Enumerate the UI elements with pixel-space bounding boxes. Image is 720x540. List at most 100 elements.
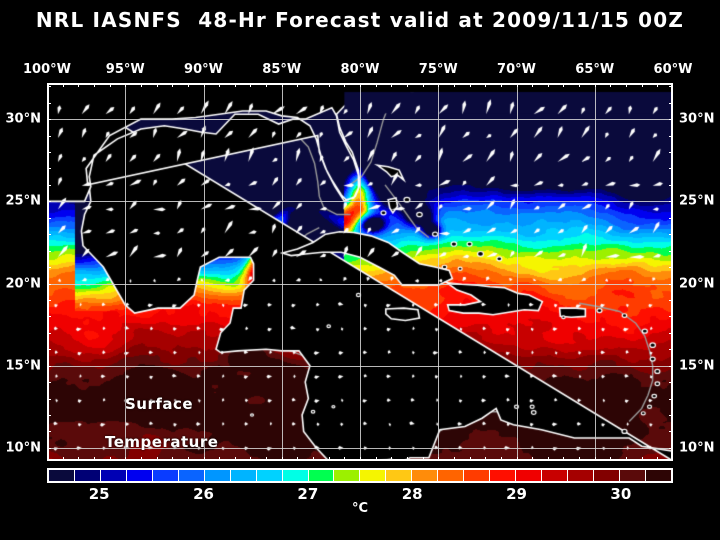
lat-tick-label-right: 15°N [679,358,715,374]
axis-tick [360,83,361,87]
axis-tick [47,102,51,104]
axis-tick [47,119,51,121]
axis-tick [626,457,628,461]
axis-tick [344,457,346,461]
gridline-meridian [516,85,518,459]
axis-tick [297,83,299,87]
axis-tick [547,457,549,461]
gridline-parallel [49,201,671,203]
colorbar-band [490,470,517,481]
axis-tick [669,119,673,121]
axis-tick [360,457,361,461]
axis-tick [669,168,673,170]
axis-tick [344,83,346,87]
axis-tick [47,267,51,269]
axis-tick [328,457,330,461]
axis-tick [669,234,673,236]
axis-tick [62,83,64,87]
axis-tick [669,184,673,186]
axis-tick [203,457,205,461]
axis-tick [669,102,673,104]
axis-tick [669,414,673,416]
axis-tick [47,316,51,318]
axis-tick [669,332,673,334]
axis-tick [125,457,127,461]
axis-tick [532,457,534,461]
colorbar-tick-label: 27 [297,485,319,503]
colorbar-band [230,470,257,481]
colorbar-band [282,470,309,481]
axis-tick [78,457,80,461]
axis-tick [93,83,95,87]
gridline-meridian [438,85,440,459]
axis-tick [250,457,252,461]
axis-tick [297,457,299,461]
axis-tick [641,83,643,87]
colorbar-unit-label: °C [351,501,369,516]
axis-tick [669,86,673,88]
lon-tick-label: 65°W [575,62,615,77]
axis-tick [594,457,596,461]
axis-tick [219,457,221,461]
colorbar-band [204,470,231,481]
map-plot-area[interactable]: Surface Temperature [47,83,673,461]
colorbar [47,468,673,483]
lon-tick-label: 90°W [184,62,223,77]
lon-tick-label: 80°W [340,62,380,77]
axis-tick [203,83,205,87]
colorbar-band [438,470,465,481]
axis-tick [669,283,673,285]
axis-tick [563,83,565,87]
axis-tick [47,201,51,203]
axis-tick [453,457,455,461]
axis-tick [47,447,51,449]
lat-tick-label-left: 30°N [5,111,41,127]
axis-tick [266,83,268,87]
colorbar-tick-label: 26 [193,485,214,503]
colorbar-band [464,470,491,481]
lon-tick-label: 70°W [497,62,536,77]
colorbar-band [360,470,387,481]
lat-tick-label-right: 25°N [679,193,715,209]
axis-tick [47,431,51,433]
axis-tick [669,250,673,252]
colorbar-tick-label: 30 [610,485,632,503]
lon-tick-label: 75°W [418,62,458,77]
lat-tick-label-left: 15°N [5,358,41,374]
axis-tick [485,83,487,87]
axis-tick [47,234,51,236]
colorbar-band [568,470,595,481]
axis-tick [47,349,51,351]
axis-tick [532,83,534,87]
colorbar-band [412,470,439,481]
axis-tick [47,250,51,252]
gridline-meridian [125,85,127,459]
gridline-parallel [49,283,671,285]
gridline-meridian [594,85,596,459]
colorbar-tick-label: 25 [88,485,110,503]
axis-tick [47,168,51,170]
axis-tick [657,457,659,461]
annotation-line-1: Surface [125,395,194,413]
colorbar-band [126,470,153,481]
gridline-meridian [360,85,361,459]
axis-tick [610,83,612,87]
axis-tick [516,83,518,87]
axis-tick [281,83,283,87]
axis-tick [47,283,51,285]
annotation-line-2: Temperature [105,433,219,451]
axis-tick [669,201,673,203]
axis-tick [375,83,377,87]
lat-tick-label-right: 20°N [679,276,715,291]
axis-tick [669,316,673,318]
axis-tick [438,457,440,461]
axis-tick [610,457,612,461]
axis-tick [669,349,673,351]
lon-tick-label: 85°W [262,62,302,77]
axis-tick [547,83,549,87]
axis-tick [78,83,80,87]
axis-tick [516,457,518,461]
axis-tick [266,457,268,461]
axis-tick [187,83,189,87]
axis-tick [500,457,502,461]
